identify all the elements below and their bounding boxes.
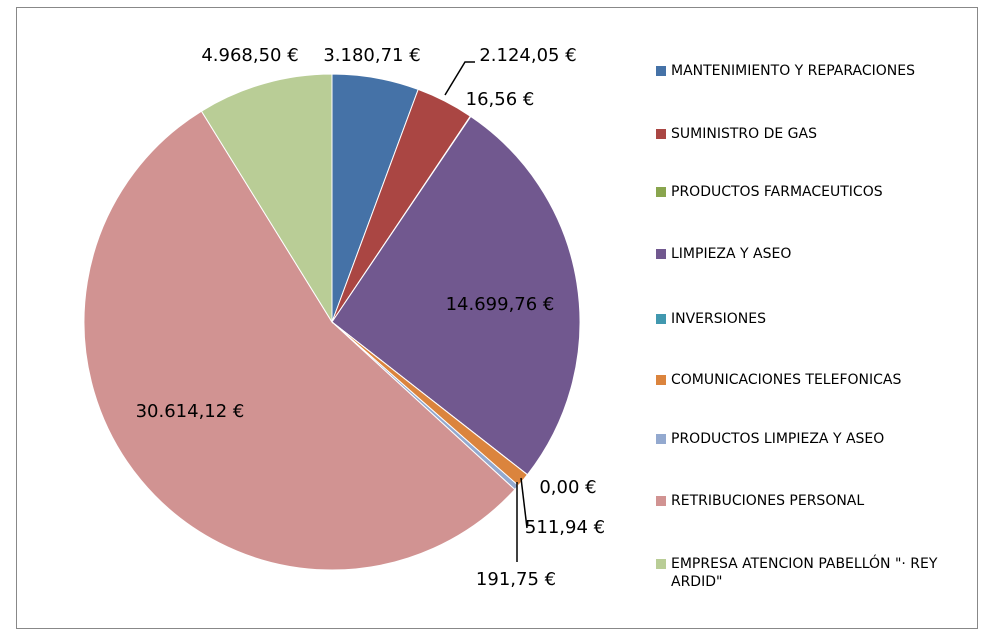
pie-slice [200,73,333,324]
legend-label: MANTENIMIENTO Y REPARACIONES [671,63,915,79]
leader-line [520,477,528,529]
legend-item: PRODUCTOS FARMACEUTICOS [656,183,956,201]
legend-label: SUMINISTRO DE GAS [671,126,817,142]
legend-label: PRODUCTOS LIMPIEZA Y ASEO [671,431,885,447]
legend-swatch [656,496,666,506]
pie-slice [331,115,581,476]
legend-swatch [656,249,666,259]
legend-item: RETRIBUCIONES PERSONAL [656,492,956,510]
data-label: 30.614,12 € [136,401,245,422]
legend-label: LIMPIEZA Y ASEO [671,246,792,262]
legend-label: PRODUCTOS FARMACEUTICOS [671,184,883,200]
legend-swatch [656,559,666,569]
legend-label: INVERSIONES [671,311,766,327]
legend-swatch [656,434,666,444]
data-label: 16,56 € [466,89,535,110]
data-label: 0,00 € [539,477,596,498]
legend-item: EMPRESA ATENCION PABELLÓN "· REY ARDID" [656,555,956,591]
legend-item: SUMINISTRO DE GAS [656,125,956,143]
legend-item: COMUNICACIONES TELEFONICAS [656,371,956,389]
data-label: 511,94 € [525,517,605,538]
legend-swatch [656,314,666,324]
legend-swatch [656,66,666,76]
legend-item: PRODUCTOS LIMPIEZA Y ASEO [656,430,956,448]
legend-item: LIMPIEZA Y ASEO [656,245,956,263]
legend-swatch [656,187,666,197]
leader-line [444,61,475,96]
legend-label: EMPRESA ATENCION PABELLÓN "· REY ARDID" [671,556,938,590]
legend-item: INVERSIONES [656,310,956,328]
legend-label: COMUNICACIONES TELEFONICAS [671,372,902,388]
legend-label: RETRIBUCIONES PERSONAL [671,493,865,509]
legend-item: MANTENIMIENTO Y REPARACIONES [656,62,956,80]
chart-frame [16,7,978,629]
legend-swatch [656,375,666,385]
data-label: 14.699,76 € [446,294,555,315]
data-label: 191,75 € [476,569,556,590]
pie-slice [83,110,516,571]
data-label: 4.968,50 € [201,45,298,66]
legend-swatch [656,129,666,139]
data-label: 3.180,71 € [323,45,420,66]
data-label: 2.124,05 € [479,45,576,66]
